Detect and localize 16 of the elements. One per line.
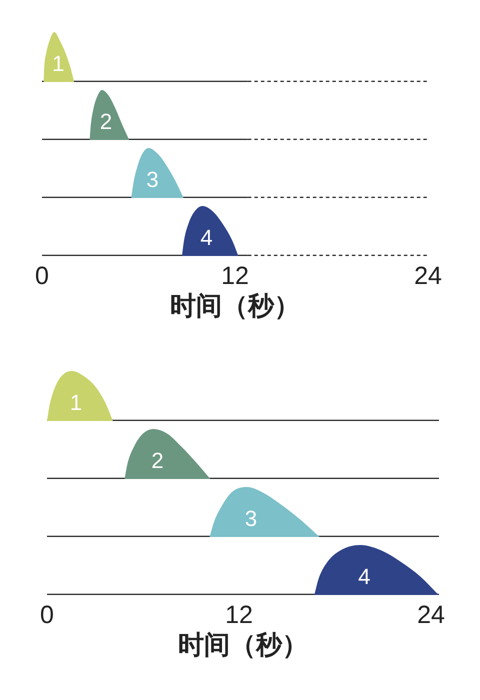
x-tick-label: 0 <box>35 262 49 290</box>
series-label: 2 <box>151 448 164 474</box>
x-axis-title: 时间（秒） <box>178 630 308 660</box>
series-label: 1 <box>70 390 82 416</box>
x-tick-label: 12 <box>221 262 249 290</box>
x-tick-label: 24 <box>417 600 445 629</box>
x-tick-label: 24 <box>414 262 442 290</box>
x-tick-label: 0 <box>40 600 54 629</box>
x-axis-title: 时间（秒） <box>170 290 300 321</box>
series-label: 4 <box>358 564 370 590</box>
series-label: 4 <box>200 225 213 250</box>
series-label: 3 <box>244 506 258 532</box>
series-label: 2 <box>100 109 112 134</box>
series-label: 1 <box>52 51 64 76</box>
x-tick-label: 12 <box>225 600 253 629</box>
series-label: 3 <box>146 167 159 192</box>
